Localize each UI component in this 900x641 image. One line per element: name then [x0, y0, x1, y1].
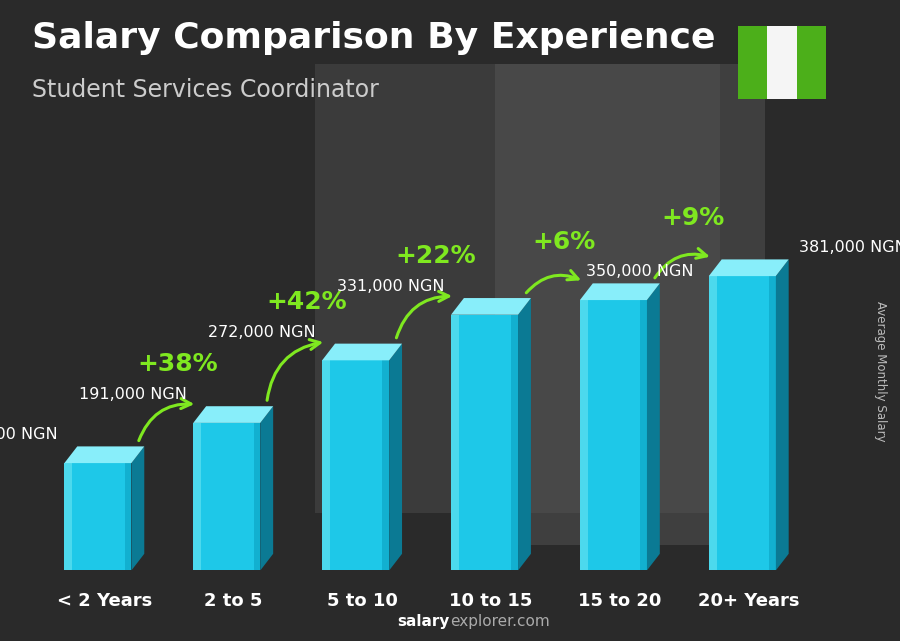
- Polygon shape: [194, 423, 202, 570]
- Text: +42%: +42%: [266, 290, 347, 314]
- Text: 5 to 10: 5 to 10: [327, 592, 398, 610]
- Text: explorer.com: explorer.com: [450, 615, 550, 629]
- Text: +38%: +38%: [138, 353, 218, 376]
- Polygon shape: [709, 260, 788, 276]
- Text: +6%: +6%: [533, 229, 596, 254]
- Text: 350,000 NGN: 350,000 NGN: [586, 264, 694, 279]
- Text: Average Monthly Salary: Average Monthly Salary: [874, 301, 886, 442]
- Polygon shape: [322, 360, 330, 570]
- Polygon shape: [451, 298, 531, 315]
- Polygon shape: [254, 423, 260, 570]
- Text: 381,000 NGN: 381,000 NGN: [799, 240, 900, 256]
- Text: 2 to 5: 2 to 5: [204, 592, 263, 610]
- Polygon shape: [518, 298, 531, 570]
- Polygon shape: [194, 406, 274, 423]
- Polygon shape: [65, 446, 144, 463]
- Bar: [738, 26, 768, 99]
- Text: salary: salary: [398, 615, 450, 629]
- Polygon shape: [389, 344, 402, 570]
- Polygon shape: [451, 315, 518, 570]
- Polygon shape: [580, 300, 588, 570]
- Polygon shape: [580, 283, 660, 300]
- Text: 331,000 NGN: 331,000 NGN: [338, 279, 445, 294]
- Text: Student Services Coordinator: Student Services Coordinator: [32, 78, 378, 102]
- Polygon shape: [260, 406, 274, 570]
- Polygon shape: [580, 300, 647, 570]
- Text: 272,000 NGN: 272,000 NGN: [208, 324, 316, 340]
- Polygon shape: [194, 423, 260, 570]
- Polygon shape: [776, 260, 788, 570]
- Polygon shape: [770, 276, 776, 570]
- Bar: [796, 26, 826, 99]
- Text: 191,000 NGN: 191,000 NGN: [79, 387, 187, 403]
- Bar: [315, 64, 720, 513]
- Polygon shape: [451, 315, 459, 570]
- Polygon shape: [322, 360, 389, 570]
- Text: +9%: +9%: [662, 206, 724, 229]
- Polygon shape: [125, 463, 131, 570]
- Polygon shape: [131, 446, 144, 570]
- Text: Salary Comparison By Experience: Salary Comparison By Experience: [32, 21, 715, 54]
- Polygon shape: [322, 344, 402, 360]
- Text: 15 to 20: 15 to 20: [578, 592, 662, 610]
- Polygon shape: [382, 360, 389, 570]
- Bar: [495, 64, 765, 545]
- Polygon shape: [709, 276, 776, 570]
- Polygon shape: [647, 283, 660, 570]
- Polygon shape: [65, 463, 131, 570]
- Polygon shape: [709, 276, 716, 570]
- Bar: [768, 26, 796, 99]
- Text: 20+ Years: 20+ Years: [698, 592, 799, 610]
- Text: < 2 Years: < 2 Years: [57, 592, 152, 610]
- Text: +22%: +22%: [395, 244, 476, 268]
- Text: 139,000 NGN: 139,000 NGN: [0, 428, 58, 442]
- Polygon shape: [640, 300, 647, 570]
- Polygon shape: [65, 463, 72, 570]
- Polygon shape: [511, 315, 518, 570]
- Text: 10 to 15: 10 to 15: [449, 592, 533, 610]
